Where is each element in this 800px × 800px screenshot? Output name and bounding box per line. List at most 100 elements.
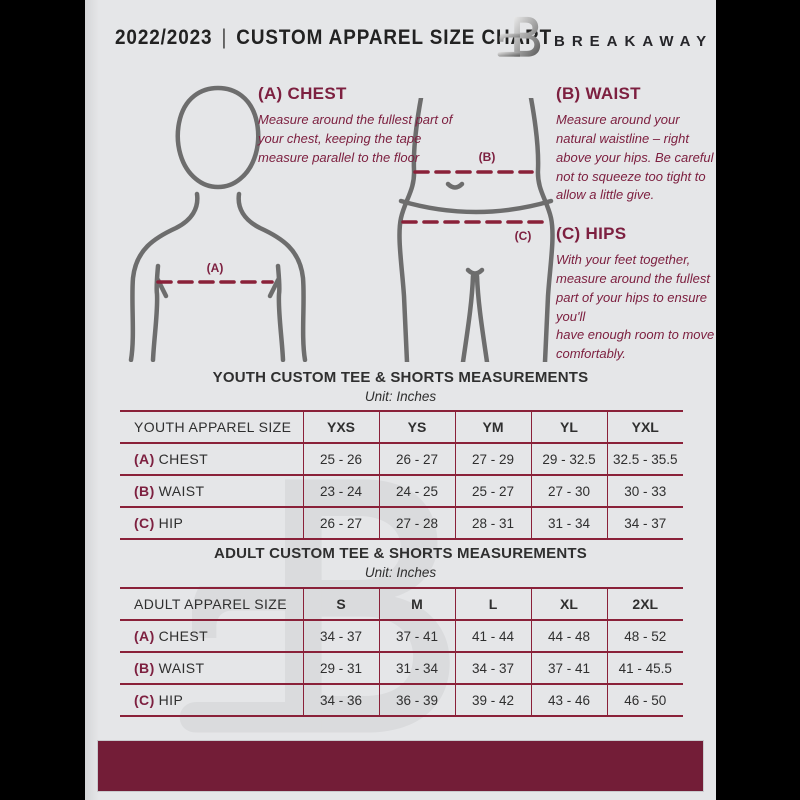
- size-chart-page: 2022/2023 | CUSTOM APPAREL SIZE CHART BREA…: [85, 0, 716, 800]
- youth-hip-row: (C) HIP 26 - 27 27 - 28 28 - 31 31 - 34 3…: [120, 506, 683, 540]
- row-key: (A): [134, 451, 155, 467]
- row-key: (B): [134, 483, 155, 499]
- cell: 27 - 29: [454, 442, 531, 475]
- youth-col-yl: YL: [530, 410, 607, 444]
- cell: 44 - 48: [530, 619, 607, 652]
- row-key: (C): [134, 692, 155, 708]
- chest-guide-body: Measure around the fullest part of your …: [258, 112, 453, 165]
- cell: 27 - 30: [530, 474, 607, 507]
- cell: 29 - 31: [302, 651, 379, 684]
- footer-accent-bar: [97, 740, 704, 792]
- breakaway-logo-icon: [497, 16, 541, 57]
- left-side-outline: [397, 98, 424, 362]
- left-shoulder-arm: [128, 191, 200, 362]
- cell: 31 - 34: [378, 651, 455, 684]
- hips-guide-body: With your feet together, measure around …: [556, 252, 715, 362]
- row-label: WAIST: [158, 660, 205, 676]
- cell: 31 - 34: [530, 506, 607, 540]
- adult-chest-row: (A) CHEST 34 - 37 37 - 41 41 - 44 44 - 48…: [120, 619, 683, 652]
- cell: 39 - 42: [454, 683, 531, 717]
- adult-col-l: L: [454, 587, 531, 621]
- row-label: HIP: [158, 692, 184, 708]
- right-inner-leg: [474, 273, 490, 362]
- waist-measure-label: (B): [479, 150, 496, 164]
- adult-col-m: M: [378, 587, 455, 621]
- adult-col-s: S: [302, 587, 379, 621]
- adult-col-2xl: 2XL: [606, 587, 683, 621]
- hip-measure-label: (C): [515, 229, 532, 243]
- page-title: 2022/2023 | CUSTOM APPAREL SIZE CHART: [115, 26, 552, 50]
- hip-band-curve: [398, 198, 554, 215]
- right-side-outline: [528, 98, 555, 362]
- cell: 25 - 26: [302, 442, 379, 475]
- navel: [445, 181, 465, 190]
- upper-body-figure: (A): [128, 85, 308, 362]
- waist-guide-body: Measure around your natural waistline – …: [556, 112, 714, 203]
- cell: 34 - 36: [302, 683, 379, 717]
- head-outline: [175, 85, 261, 190]
- hips-guide-heading: (C) HIPS: [556, 224, 627, 243]
- row-label: WAIST: [158, 483, 205, 499]
- cell: 41 - 45.5: [606, 651, 683, 684]
- left-inner-leg: [460, 273, 476, 362]
- youth-col-ym: YM: [454, 410, 531, 444]
- cell: 41 - 44: [454, 619, 531, 652]
- brand-name: BREAKAWAY: [554, 33, 714, 50]
- cell: 27 - 28: [378, 506, 455, 540]
- youth-waist-row: (B) WAIST 23 - 24 24 - 25 25 - 27 27 - 30…: [120, 474, 683, 507]
- youth-table-title: YOUTH CUSTOM TEE & SHORTS MEASUREMENTS: [212, 369, 589, 386]
- cell: 28 - 31: [454, 506, 531, 540]
- right-armpit-crease: [267, 277, 281, 299]
- header-year: 2022/2023: [115, 26, 213, 49]
- cell: 24 - 25: [378, 474, 455, 507]
- lower-body-figure: (B) (C): [397, 98, 555, 362]
- youth-col-ys: YS: [378, 410, 455, 444]
- cell: 23 - 24: [302, 474, 379, 507]
- row-key: (B): [134, 660, 155, 676]
- cell: 29 - 32.5: [530, 442, 607, 475]
- row-label: HIP: [158, 515, 184, 531]
- waist-guide: (B) WAIST Measure around your natural wa…: [556, 84, 718, 205]
- adult-col-xl: XL: [530, 587, 607, 621]
- header-divider: |: [221, 26, 228, 49]
- chest-measure-label: (A): [207, 261, 224, 275]
- right-shoulder-arm: [236, 191, 308, 362]
- cell: 26 - 27: [302, 506, 379, 540]
- youth-size-table: YOUTH APPAREL SIZE YXS YS YM YL YXL (A) C…: [120, 410, 683, 540]
- crotch-curve: [465, 267, 485, 276]
- adult-size-table: ADULT APPAREL SIZE S M L XL 2XL (A) CHEST…: [120, 587, 683, 717]
- left-armpit: [150, 263, 161, 362]
- chest-guide-heading: (A) CHEST: [258, 84, 347, 103]
- cell: 43 - 46: [530, 683, 607, 717]
- youth-chest-row: (A) CHEST 25 - 26 26 - 27 27 - 29 29 - 32…: [120, 442, 683, 475]
- adult-header-row: ADULT APPAREL SIZE S M L XL 2XL: [120, 587, 683, 621]
- cell: 26 - 27: [378, 442, 455, 475]
- cell: 25 - 27: [454, 474, 531, 507]
- row-key: (C): [134, 515, 155, 531]
- youth-size-col-header: YOUTH APPAREL SIZE: [120, 410, 303, 444]
- youth-table-unit: Unit: Inches: [364, 389, 437, 404]
- youth-col-yxs: YXS: [302, 410, 379, 444]
- youth-header-row: YOUTH APPAREL SIZE YXS YS YM YL YXL: [120, 410, 683, 444]
- adult-hip-row: (C) HIP 34 - 36 36 - 39 39 - 42 43 - 46 4…: [120, 683, 683, 717]
- cell: 46 - 50: [606, 683, 683, 717]
- cell: 48 - 52: [606, 619, 683, 652]
- hips-guide: (C) HIPS With your feet together, measur…: [556, 224, 726, 364]
- cell: 34 - 37: [454, 651, 531, 684]
- adult-table-unit: Unit: Inches: [364, 565, 437, 580]
- row-label: CHEST: [158, 451, 209, 467]
- cell: 34 - 37: [302, 619, 379, 652]
- header-title-text: CUSTOM APPAREL SIZE CHART: [236, 26, 553, 49]
- adult-waist-row: (B) WAIST 29 - 31 31 - 34 34 - 37 37 - 41…: [120, 651, 683, 684]
- waist-guide-heading: (B) WAIST: [556, 84, 641, 103]
- row-label: CHEST: [158, 628, 209, 644]
- cell: 37 - 41: [530, 651, 607, 684]
- cell: 30 - 33: [606, 474, 683, 507]
- cell: 32.5 - 35.5: [606, 442, 683, 475]
- cell: 34 - 37: [606, 506, 683, 540]
- youth-col-yxl: YXL: [606, 410, 683, 444]
- row-key: (A): [134, 628, 155, 644]
- cell: 36 - 39: [378, 683, 455, 717]
- chest-guide: (A) CHEST Measure around the fullest par…: [258, 84, 454, 168]
